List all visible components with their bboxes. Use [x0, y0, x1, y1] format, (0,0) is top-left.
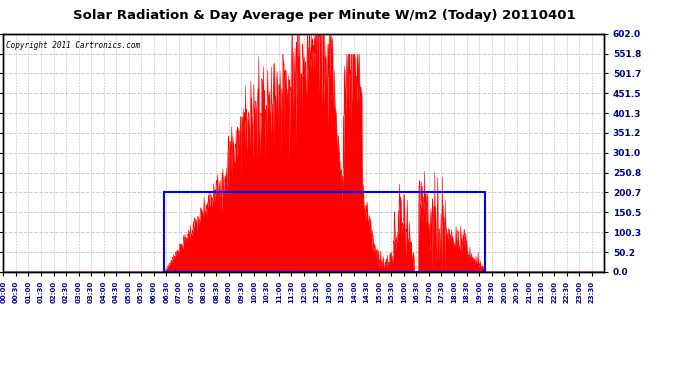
Bar — [164, 192, 485, 272]
Text: Copyright 2011 Cartronics.com: Copyright 2011 Cartronics.com — [6, 41, 141, 50]
Text: Solar Radiation & Day Average per Minute W/m2 (Today) 20110401: Solar Radiation & Day Average per Minute… — [73, 9, 575, 22]
